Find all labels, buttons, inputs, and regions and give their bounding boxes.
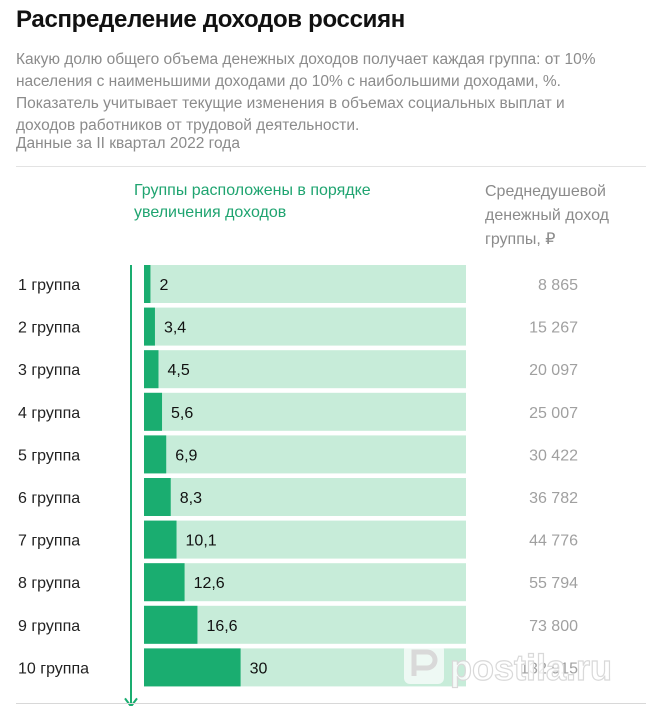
groups-order-note: Группы расположены в порядке увеличения … bbox=[134, 182, 371, 221]
data-label: 6,9 bbox=[175, 447, 197, 464]
data-label: 4,5 bbox=[167, 362, 189, 379]
category-label: 1 группа bbox=[18, 277, 80, 294]
data-label: 10,1 bbox=[186, 533, 217, 550]
category-label: 4 группа bbox=[18, 405, 80, 422]
order-arrow-head-icon bbox=[124, 697, 138, 706]
data-label: 16,6 bbox=[206, 618, 237, 635]
bar-track bbox=[144, 435, 466, 474]
income-label: 73 800 bbox=[529, 618, 578, 635]
income-label: 36 782 bbox=[529, 490, 578, 507]
category-label: 3 группа bbox=[18, 362, 80, 379]
bar-track bbox=[144, 307, 466, 346]
income-label: 15 267 bbox=[529, 320, 578, 337]
bar bbox=[144, 605, 198, 644]
data-period: Данные за II квартал 2022 года bbox=[16, 135, 240, 152]
category-label: 8 группа bbox=[18, 575, 80, 592]
chart-title: Распределение доходов россиян bbox=[16, 6, 405, 33]
category-label: 2 группа bbox=[18, 320, 80, 337]
bottom-rule bbox=[16, 703, 646, 704]
bar bbox=[144, 478, 171, 516]
chart-subtitle: Какую долю общего объема денежных доходо… bbox=[16, 51, 596, 134]
watermark-text: postila.ru bbox=[450, 647, 612, 688]
category-label: 5 группа bbox=[18, 447, 80, 464]
bar bbox=[144, 350, 159, 389]
data-label: 2 bbox=[159, 277, 168, 294]
bar bbox=[144, 563, 185, 602]
income-label: 132 915 bbox=[520, 660, 578, 677]
bar-track bbox=[144, 605, 466, 644]
bar-track bbox=[144, 478, 466, 516]
category-label: 7 группа bbox=[18, 533, 80, 550]
data-label: 30 bbox=[250, 660, 268, 677]
bar-track bbox=[144, 265, 466, 303]
category-label: 6 группа bbox=[18, 490, 80, 507]
income-label: 20 097 bbox=[529, 362, 578, 379]
income-label: 25 007 bbox=[529, 405, 578, 422]
bar bbox=[144, 648, 241, 687]
income-label: 30 422 bbox=[529, 447, 578, 464]
divider bbox=[16, 166, 646, 167]
income-label: 44 776 bbox=[529, 533, 578, 550]
bar bbox=[144, 520, 177, 559]
watermark-logo: postila.ru bbox=[404, 644, 613, 689]
bar-track bbox=[144, 392, 466, 431]
bar-track bbox=[144, 350, 466, 389]
data-label: 5,6 bbox=[171, 405, 193, 422]
category-label: 9 группа bbox=[18, 618, 80, 635]
bar bbox=[144, 265, 151, 303]
data-label: 3,4 bbox=[164, 320, 186, 337]
income-label: 8 865 bbox=[538, 277, 578, 294]
bar-track bbox=[144, 563, 466, 602]
bar bbox=[144, 392, 163, 431]
bar bbox=[144, 307, 155, 346]
data-label: 12,6 bbox=[194, 575, 225, 592]
income-column-header: Среднедушевой денежный доход группы, ₽ bbox=[485, 183, 609, 248]
income-label: 55 794 bbox=[529, 575, 578, 592]
data-label: 8,3 bbox=[180, 490, 202, 507]
category-label: 10 группа bbox=[18, 660, 89, 677]
bar-track bbox=[144, 520, 466, 559]
bar bbox=[144, 435, 167, 474]
